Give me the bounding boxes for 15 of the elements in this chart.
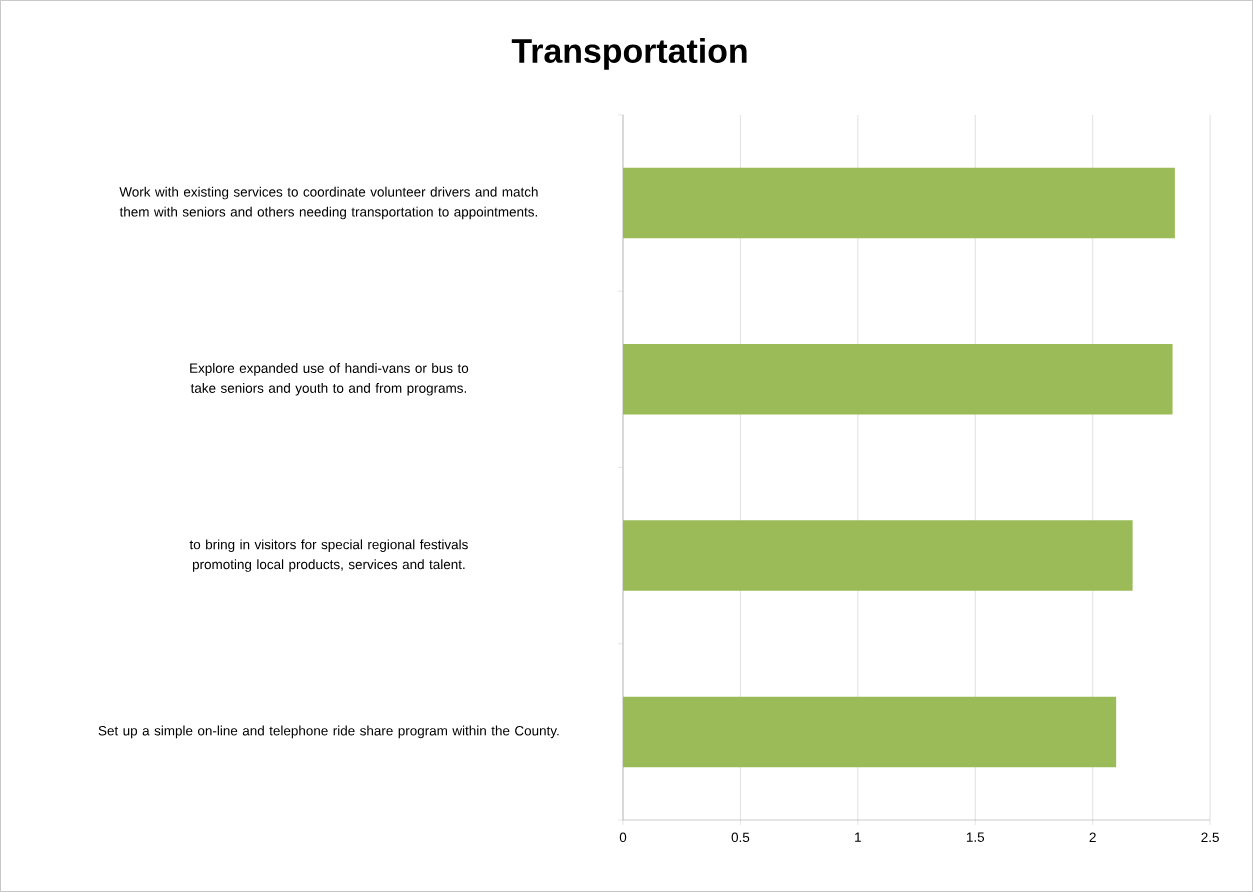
x-tick-label: 1.5 [966,832,985,842]
y-tick-label: Set up a simple on-line and telephone ride share program within the County. [98,725,559,739]
x-tick-label: 0 [619,832,627,843]
x-tick-label: 1 [855,832,861,842]
x-tick-label: 2.5 [1201,832,1219,843]
bar [623,344,1173,415]
y-tick-label: Work with existing services to coordinate volunteer drivers and match them with seniors and others needing transportation to appointments. [119,186,538,220]
y-tick-label: Explore expanded use of handi-vans or bus to take seniors and youth to and from programs. [190,363,469,396]
bar [623,167,1175,239]
x-tick-label: 0.5 [731,832,750,843]
bar [623,520,1133,591]
y-tick-label: to bring in visitors for special regional festivals promoting local products, services and talent. [189,539,468,572]
chart-title: Transportation [511,38,747,70]
x-tick-label: 2 [1089,832,1096,842]
bar [623,696,1117,768]
